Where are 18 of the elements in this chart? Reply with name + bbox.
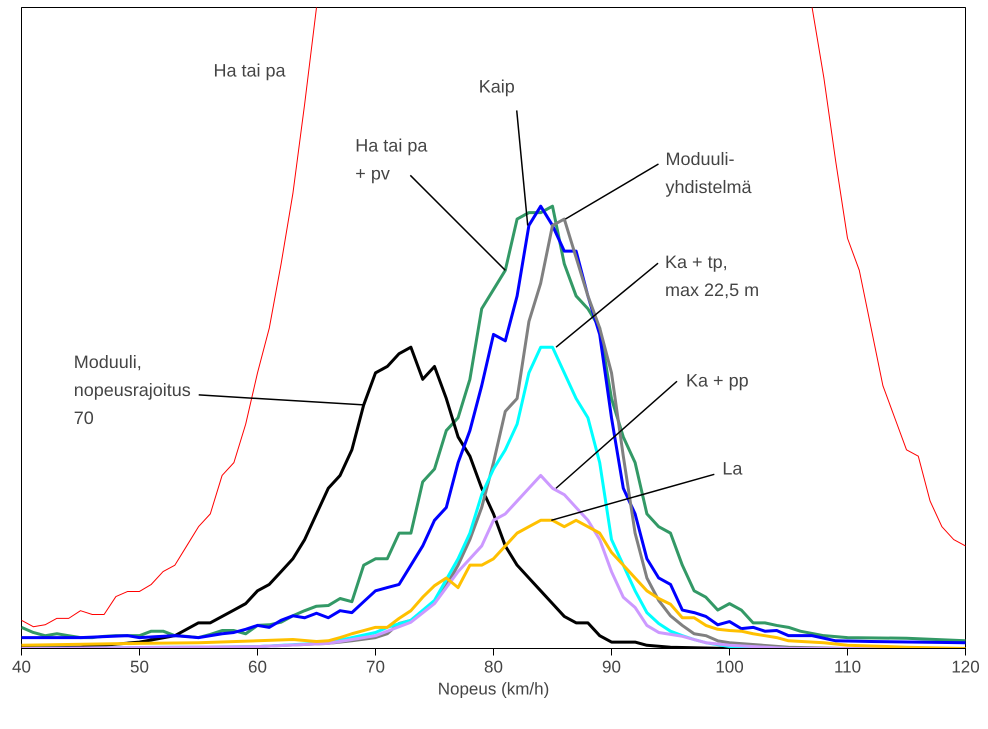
x-tick-label: 40 bbox=[12, 658, 31, 676]
annotation: Kaip bbox=[478, 76, 515, 96]
annotation: Moduuli, nopeusrajoitus 70 bbox=[74, 352, 191, 428]
annotation: Ha tai pa + pv bbox=[355, 135, 428, 184]
x-tick-label: 50 bbox=[130, 658, 149, 676]
x-tick-label: 120 bbox=[951, 658, 980, 676]
annotation: La bbox=[722, 458, 744, 478]
x-tick-label: 70 bbox=[366, 658, 385, 676]
x-tick-label: 110 bbox=[834, 658, 862, 676]
x-tick-label: 90 bbox=[602, 658, 621, 676]
x-tick-label: 80 bbox=[484, 658, 503, 676]
x-tick-label: 60 bbox=[248, 658, 267, 676]
x-tick-label: 100 bbox=[715, 658, 744, 676]
annotation: Ka + pp bbox=[686, 370, 749, 390]
annotation: Moduuli- yhdistelmä bbox=[665, 149, 753, 198]
x-axis-title: Nopeus (km/h) bbox=[438, 680, 550, 698]
annotation: Ka + tp, max 22,5 m bbox=[665, 252, 760, 300]
annotation: Ha tai pa bbox=[214, 60, 287, 80]
